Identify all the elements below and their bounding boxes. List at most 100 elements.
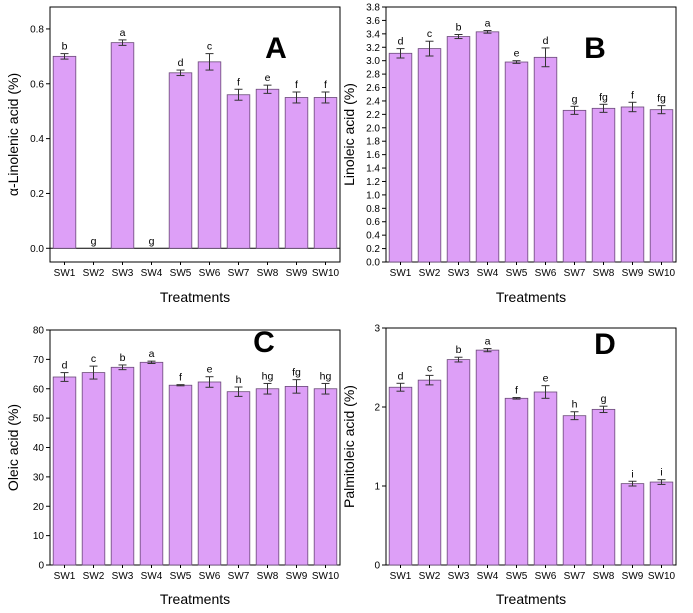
x-tick-label: SW10 [312, 571, 340, 582]
significance-letter: a [149, 348, 155, 360]
significance-letter: f [295, 79, 298, 91]
bar [446, 36, 471, 263]
y-axis-title: α-Linolenic acid (%) [5, 73, 21, 196]
significance-letter: g [601, 393, 607, 405]
significance-letter: b [456, 344, 462, 356]
y-tick-label: 80 [33, 326, 45, 337]
y-tick-label: 3.8 [366, 3, 380, 14]
y-tick-label: 0.2 [30, 189, 44, 200]
y-tick-label: 1.4 [366, 164, 380, 175]
bar [533, 56, 558, 263]
bar [81, 372, 106, 566]
y-tick-label: 1.6 [366, 150, 380, 161]
significance-letter: d [62, 360, 68, 372]
y-tick-label: 30 [33, 472, 45, 483]
y-tick-label: 0.2 [366, 244, 380, 255]
y-tick-label: 2.4 [366, 96, 380, 107]
y-tick-label: 0.6 [366, 217, 380, 228]
significance-letter: g [91, 235, 97, 247]
significance-letter: h [572, 399, 578, 411]
significance-letter: b [120, 352, 126, 364]
x-tick-label: SW1 [54, 571, 76, 582]
x-tick-label: SW3 [112, 571, 134, 582]
bar [139, 361, 164, 566]
significance-letter: a [485, 17, 491, 29]
y-tick-label: 0 [38, 561, 44, 572]
x-tick-label: SW5 [506, 571, 528, 582]
panel-letter: B [584, 32, 606, 65]
significance-letter: i [631, 468, 633, 480]
x-tick-label: SW3 [448, 571, 470, 582]
x-tick-label: SW8 [593, 571, 615, 582]
y-tick-label: 2.2 [366, 110, 380, 121]
y-tick-label: 2 [374, 403, 380, 414]
y-tick-label: 0.8 [30, 24, 44, 35]
bar [417, 379, 442, 566]
significance-letter: a [485, 336, 491, 348]
x-tick-label: SW1 [390, 571, 412, 582]
x-tick-label: SW3 [448, 268, 470, 279]
bar [226, 94, 251, 249]
y-tick-label: 1 [374, 482, 380, 493]
significance-letter: d [398, 36, 404, 48]
significance-letter: a [120, 27, 126, 39]
bar [475, 31, 500, 263]
x-tick-label: SW8 [257, 571, 279, 582]
significance-letter: h [236, 374, 242, 386]
significance-letter: f [515, 385, 518, 397]
significance-letter: f [179, 372, 182, 384]
y-tick-label: 0 [374, 561, 380, 572]
y-tick-label: 1.2 [366, 177, 380, 188]
y-axis-title: Oleic acid (%) [5, 404, 21, 491]
x-tick-label: SW2 [83, 571, 105, 582]
bar [417, 48, 442, 263]
panel-letter: D [594, 328, 616, 361]
y-tick-label: 60 [33, 384, 45, 395]
y-tick-label: 0.4 [366, 231, 380, 242]
panel-letter: C [253, 326, 275, 359]
panel-a: 0.0 0.2 0.4 0.6 0.8 b SW1 g SW2 a SW3 g SW4 d SW5 c SW6 f… [5, 6, 341, 305]
panel-d: 0 1 2 3 d SW1 c SW2 b SW3 a SW4 f SW5 e SW6 h SW7 g SW8 i SW9… [341, 324, 677, 607]
bar [388, 52, 413, 263]
significance-letter: f [631, 89, 634, 101]
x-tick-label: SW6 [199, 268, 221, 279]
plot-frame [49, 6, 341, 263]
y-tick-label: 3.2 [366, 43, 380, 54]
bar [284, 97, 309, 249]
significance-letter: fg [292, 367, 301, 379]
y-axis-title: Palmitoleic acid (%) [341, 385, 357, 508]
bar [620, 106, 645, 263]
x-tick-label: SW8 [593, 268, 615, 279]
x-tick-label: SW7 [228, 571, 250, 582]
panel-c: 0 10 20 30 40 50 60 70 80 d SW1 c SW2 b SW3 a SW4 f SW5 e SW… [5, 326, 341, 607]
y-tick-label: 20 [33, 502, 45, 513]
y-tick-label: 70 [33, 355, 45, 366]
y-tick-label: 0.0 [30, 244, 44, 255]
x-tick-label: SW10 [648, 571, 676, 582]
plot-frame [385, 327, 677, 566]
y-tick-label: 3.4 [366, 29, 380, 40]
bar [168, 72, 193, 249]
significance-letter: e [207, 364, 213, 376]
significance-letter: c [91, 353, 96, 365]
bar [475, 349, 500, 566]
x-tick-label: SW6 [535, 268, 557, 279]
bar [649, 109, 674, 263]
y-tick-label: 0.6 [30, 79, 44, 90]
bar [562, 109, 587, 263]
x-tick-label: SW10 [312, 268, 340, 279]
y-tick-label: 1.0 [366, 190, 380, 201]
x-tick-label: SW7 [564, 268, 586, 279]
x-axis-title: Treatments [160, 591, 230, 607]
x-tick-label: SW1 [54, 268, 76, 279]
bar [562, 415, 587, 566]
significance-letter: e [265, 72, 271, 84]
significance-letter: fg [657, 93, 666, 105]
plot-frame [385, 6, 677, 263]
significance-letter: d [398, 370, 404, 382]
bar [255, 388, 280, 566]
bar [504, 61, 529, 263]
y-tick-label: 0.4 [30, 134, 44, 145]
bar [313, 97, 338, 249]
bar [197, 381, 222, 566]
